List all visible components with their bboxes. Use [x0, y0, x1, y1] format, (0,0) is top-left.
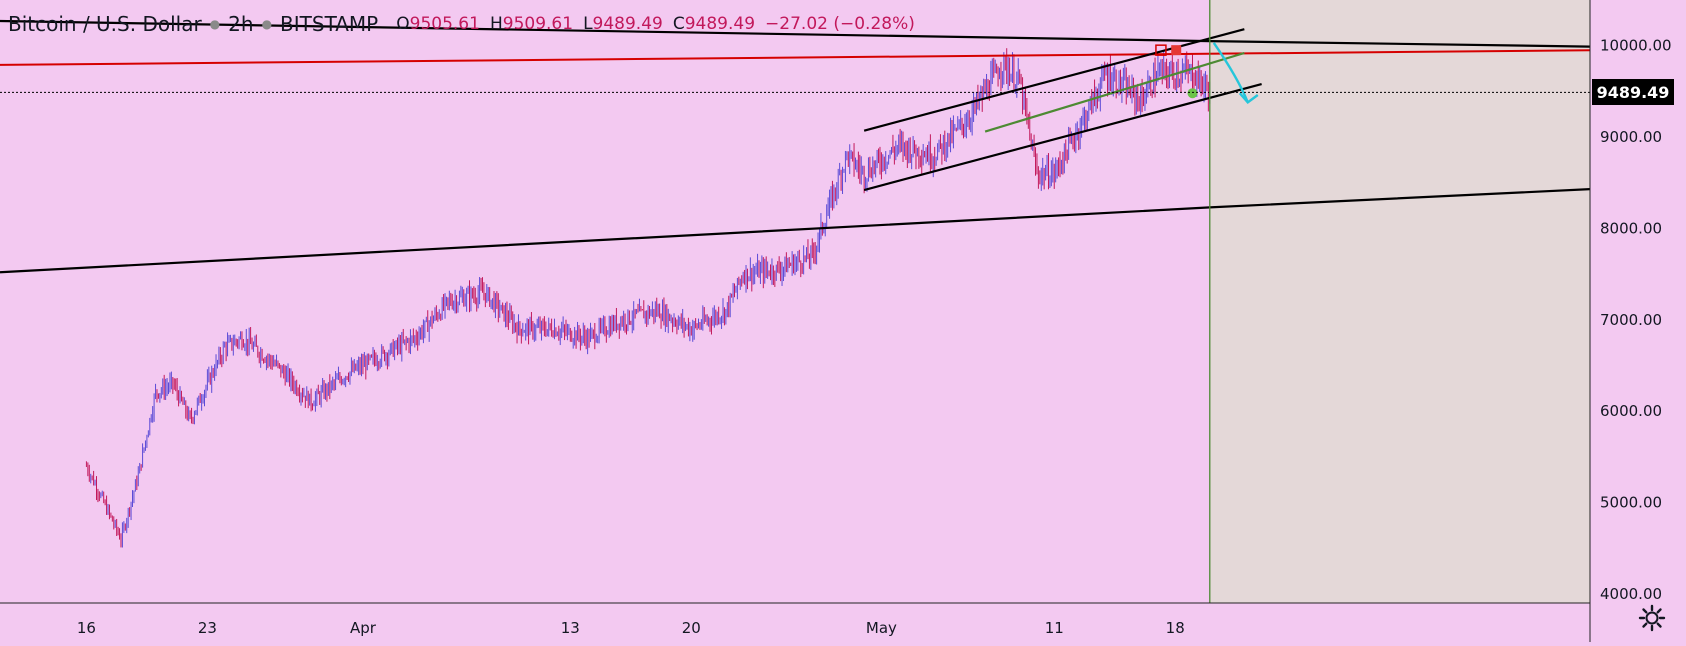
interval-label[interactable]: 2h: [228, 12, 254, 36]
settings-gear-icon[interactable]: [1638, 604, 1666, 632]
open-value: 9505.61: [409, 14, 480, 34]
green-midline[interactable]: [984, 51, 1245, 133]
change-value: −27.02 (−0.28%): [765, 14, 915, 34]
price-tick-label: 10000.00: [1600, 37, 1672, 55]
time-tick-label: 18: [1166, 619, 1185, 637]
price-axis[interactable]: 10000.00 9000.00 8000.00 7000.00 6000.00 5000…: [1600, 37, 1672, 603]
close-value: 9489.49: [684, 14, 756, 34]
price-tick-label: 6000.00: [1600, 402, 1662, 420]
marker-square[interactable]: [1171, 45, 1182, 56]
channel-bottom[interactable]: [863, 82, 1262, 192]
time-tick-label: 20: [682, 619, 701, 637]
time-tick-label: 23: [198, 619, 217, 637]
time-tick-label: 11: [1045, 619, 1064, 637]
symbol-title[interactable]: Bitcoin / U.S. Dollar: [8, 12, 202, 36]
projection-arrow-head[interactable]: [1238, 92, 1259, 104]
marker-square[interactable]: [1155, 44, 1167, 56]
price-tick-label: 4000.00: [1600, 585, 1662, 603]
low-label: L: [583, 14, 593, 34]
time-tick-label: Apr: [350, 619, 377, 637]
price-tick-label: 9000.00: [1600, 128, 1662, 146]
projection-arrow[interactable]: [1212, 42, 1249, 103]
price-tick-label: 8000.00: [1600, 219, 1662, 237]
price-tick-label: 5000.00: [1600, 494, 1662, 512]
separator-dot: ●: [261, 17, 273, 31]
current-price-tag: 9489.49: [1592, 79, 1674, 106]
future-zone: [1209, 0, 1590, 603]
chart-legend: Bitcoin / U.S. Dollar ● 2h ● BITSTAMP O9…: [8, 12, 915, 36]
separator-dot: ●: [209, 17, 221, 31]
red-resistance[interactable]: [0, 49, 1591, 66]
close-label: C: [672, 14, 685, 34]
ohlc-values: O9505.61 H9509.61 L9489.49 C9489.49 −27.…: [396, 14, 915, 34]
candles-layer: [85, 48, 1211, 548]
price-tick-label: 7000.00: [1600, 311, 1662, 329]
open-label: O: [396, 14, 410, 34]
high-value: 9509.61: [502, 14, 574, 34]
low-value: 9489.49: [592, 14, 663, 34]
high-label: H: [489, 14, 503, 34]
time-tick-label: 13: [561, 619, 580, 637]
time-tick-label: May: [866, 619, 897, 637]
time-tick-label: 16: [77, 619, 96, 637]
exchange-label: BITSTAMP: [280, 12, 379, 36]
green-dot-marker[interactable]: [1187, 88, 1198, 99]
time-axis[interactable]: 16 23 Apr 13 20 May 11 18: [77, 619, 1185, 637]
